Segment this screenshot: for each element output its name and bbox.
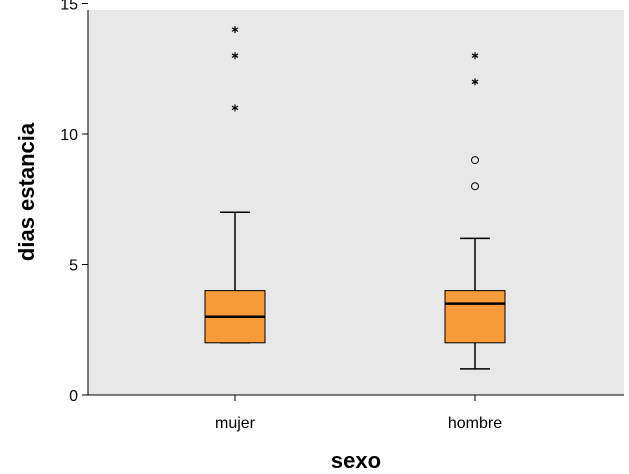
y-tick: 10 [60, 127, 88, 144]
y-tick-label: 0 [69, 388, 78, 405]
y-tick-label: 5 [69, 258, 78, 275]
y-tick: 0 [69, 388, 88, 405]
y-tick: 5 [69, 258, 88, 275]
y-axis-title: dias estancia [14, 122, 39, 261]
y-tick-label: 15 [60, 0, 78, 14]
x-tick-label: mujer [215, 415, 256, 432]
y-axis-ticks: 0 5 10 15 [60, 0, 88, 405]
x-axis-ticks: mujer hombre [215, 395, 502, 432]
x-tick: hombre [448, 395, 502, 432]
y-tick: 15 [60, 0, 88, 14]
x-axis-title: sexo [331, 448, 381, 473]
plot-area [88, 10, 624, 395]
iqr-box [445, 291, 505, 343]
y-tick-label: 10 [60, 127, 78, 144]
x-tick-label: hombre [448, 415, 502, 432]
x-tick: mujer [215, 395, 256, 432]
